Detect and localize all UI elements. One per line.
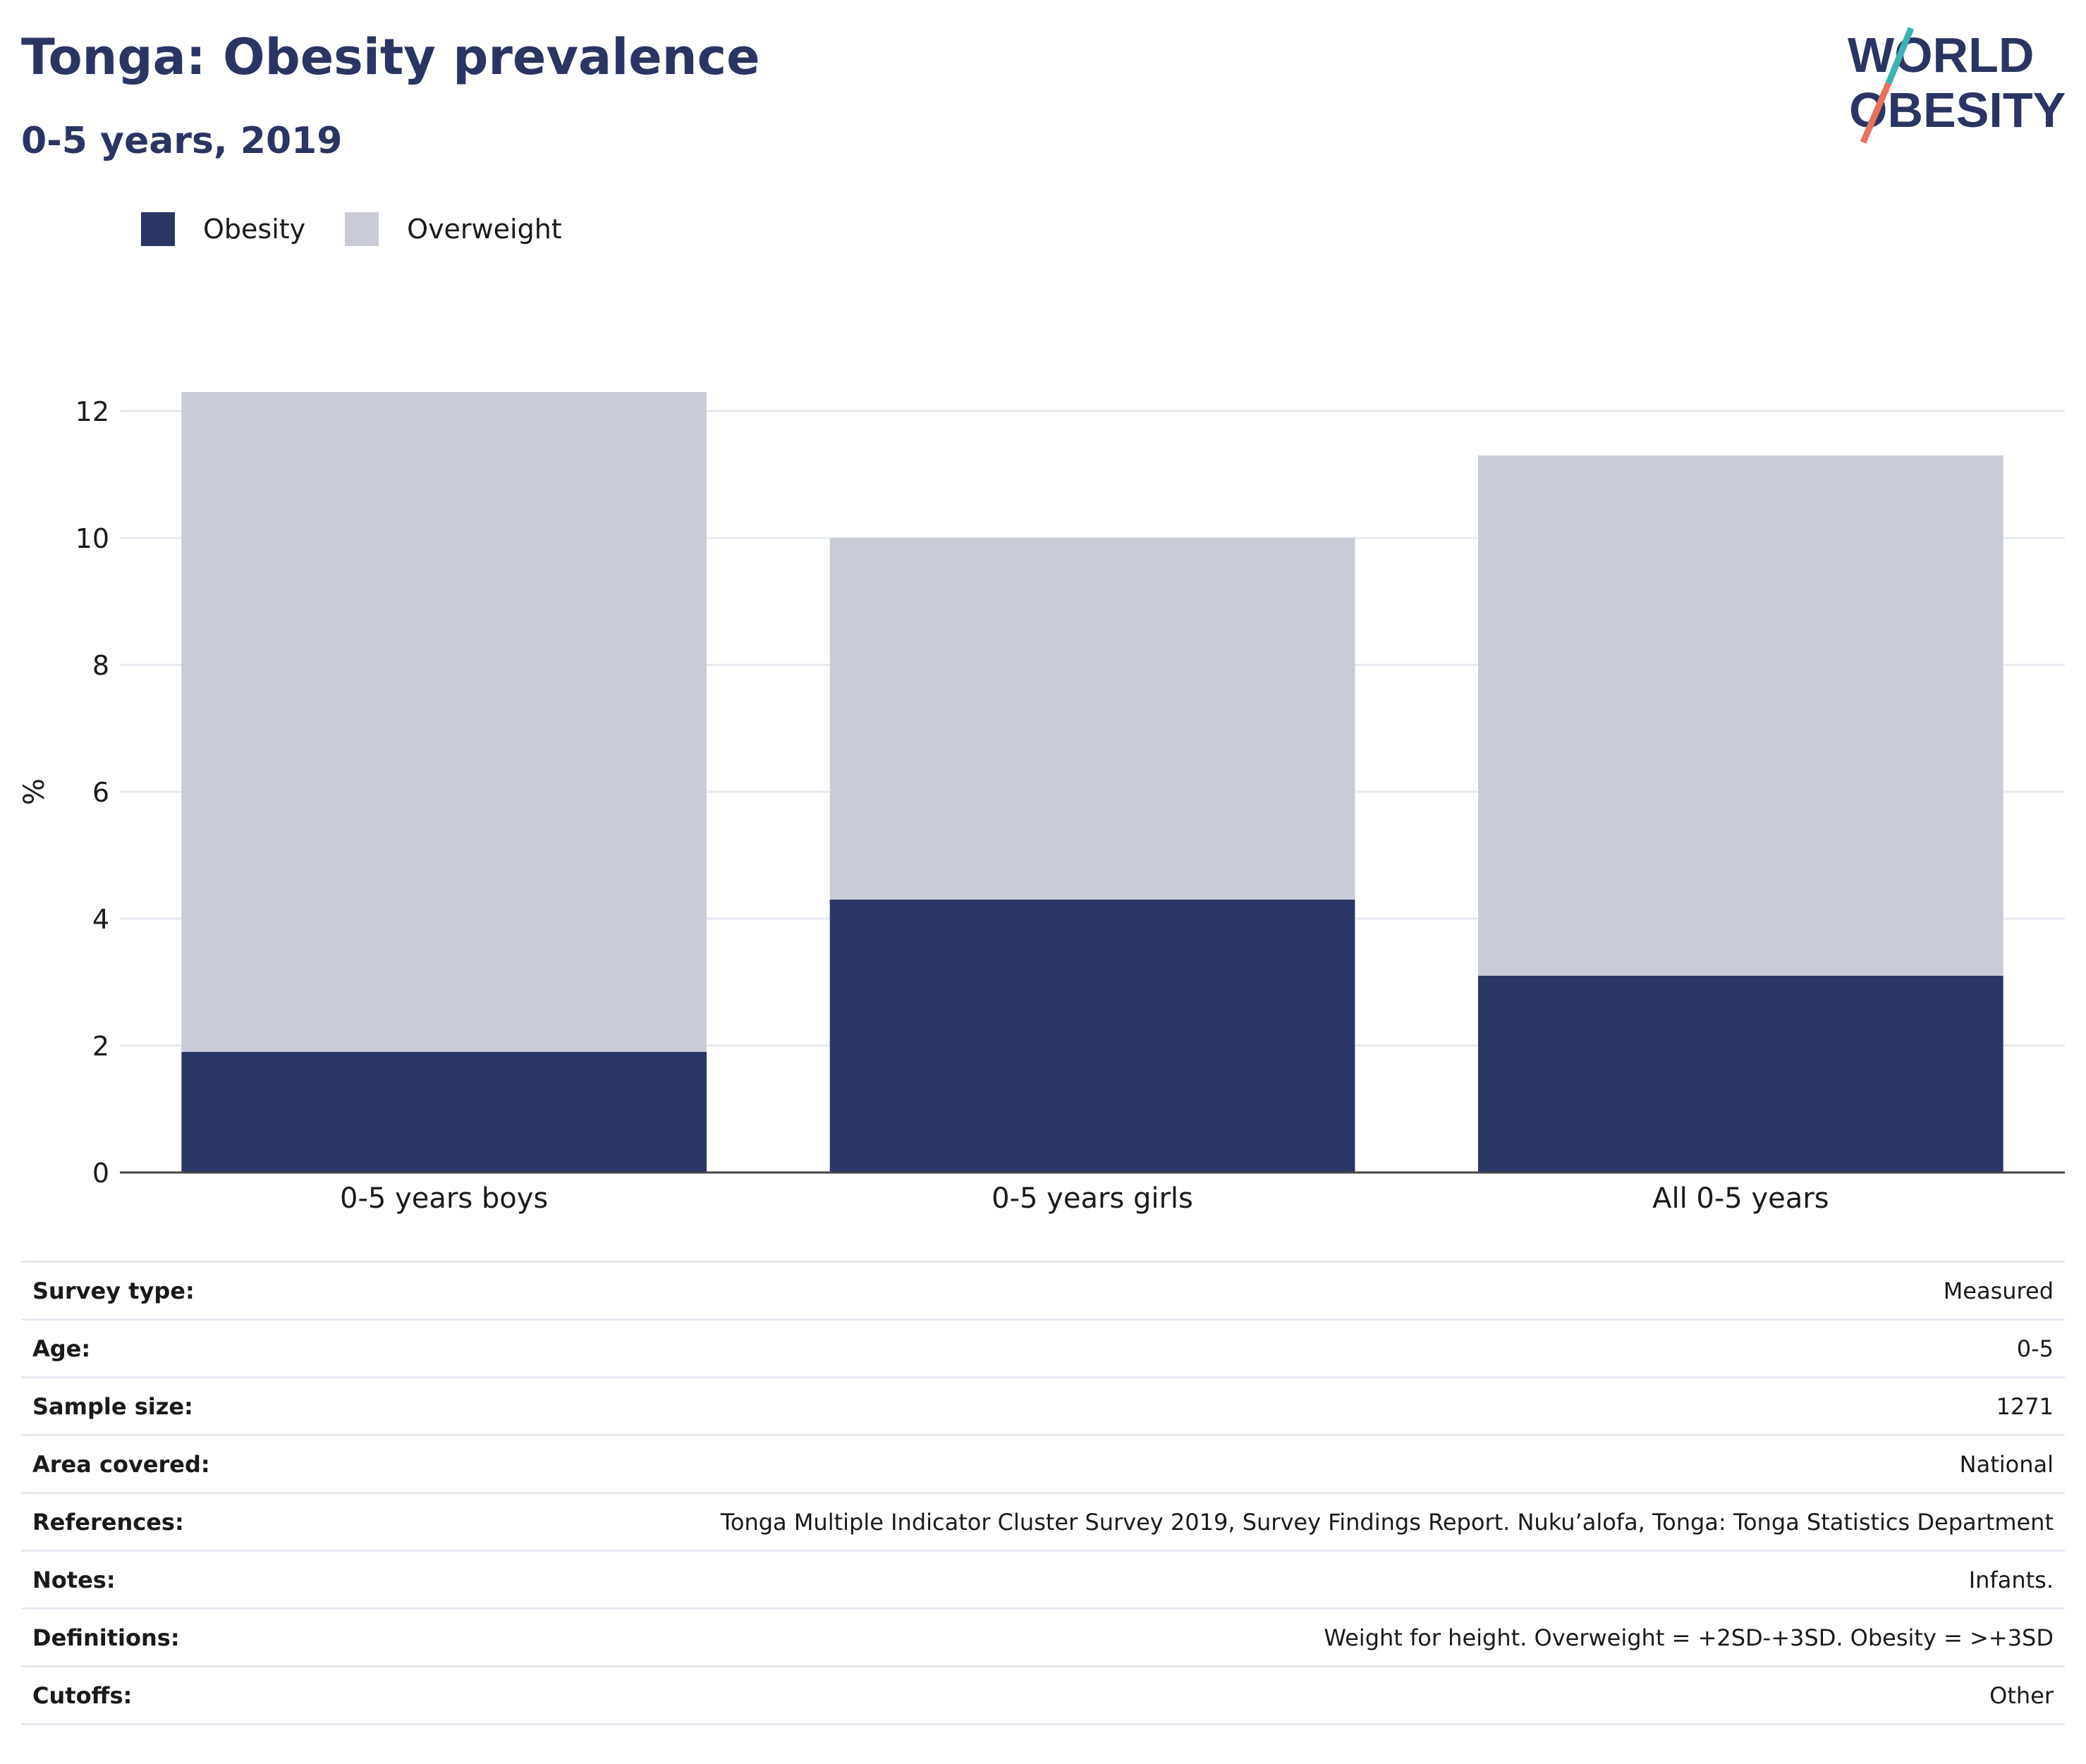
y-tick-label: 0 bbox=[92, 1158, 109, 1189]
table-row: References: Tonga Multiple Indicator Clu… bbox=[21, 1493, 2065, 1551]
y-tick-label: 8 bbox=[92, 650, 109, 681]
chart-legend: Obesity Overweight bbox=[141, 208, 602, 250]
bar-obesity bbox=[181, 1052, 707, 1172]
table-row: Sample size: 1271 bbox=[21, 1378, 2065, 1435]
logo-line1: WORLD bbox=[1848, 27, 2034, 82]
chart-title: Tonga: Obesity prevalence bbox=[21, 28, 760, 86]
y-axis-title: % bbox=[18, 778, 51, 805]
bar-overweight bbox=[1478, 455, 2003, 976]
bar-overweight bbox=[181, 392, 707, 1052]
cutoffs-label: Cutoffs: bbox=[32, 1682, 133, 1709]
table-row: Cutoffs: Other bbox=[21, 1667, 2065, 1725]
survey-type-value: Measured bbox=[1943, 1277, 2054, 1304]
legend-swatch-obesity bbox=[141, 212, 175, 246]
survey-details-table: Survey type: Measured Age: 0-5 Sample si… bbox=[21, 1261, 2065, 1725]
legend-label-overweight: Overweight bbox=[407, 214, 562, 245]
bar-overweight bbox=[829, 538, 1355, 900]
chart-subtitle: 0-5 years, 2019 bbox=[21, 120, 343, 162]
logo-line2: OBESITY bbox=[1849, 82, 2066, 137]
bar-obesity bbox=[829, 900, 1355, 1172]
sample-size-label: Sample size: bbox=[32, 1392, 193, 1420]
age-value: 0-5 bbox=[2016, 1335, 2054, 1362]
y-tick-label: 12 bbox=[75, 396, 109, 427]
bar-obesity bbox=[1478, 976, 2003, 1172]
survey-type-label: Survey type: bbox=[32, 1277, 195, 1304]
x-category-label: All 0-5 years bbox=[1652, 1182, 1829, 1215]
y-tick-label: 4 bbox=[92, 904, 109, 935]
logo-slash-bottom bbox=[1860, 82, 1892, 144]
notes-value: Infants. bbox=[1968, 1566, 2054, 1593]
table-row: Survey type: Measured bbox=[21, 1261, 2065, 1320]
y-tick-label: 2 bbox=[92, 1031, 109, 1062]
area-covered-label: Area covered: bbox=[32, 1450, 210, 1478]
cutoffs-value: Other bbox=[1989, 1682, 2054, 1709]
legend-label-obesity: Obesity bbox=[203, 214, 306, 245]
notes-label: Notes: bbox=[32, 1566, 116, 1593]
definitions-label: Definitions: bbox=[32, 1624, 180, 1651]
table-row: Definitions: Weight for height. Overweig… bbox=[21, 1609, 2065, 1667]
table-row: Notes: Infants. bbox=[21, 1551, 2065, 1609]
logo-slash-top bbox=[1885, 27, 1915, 85]
world-obesity-logo: WORLD OBESITY bbox=[1848, 27, 2066, 144]
table-row: Age: 0-5 bbox=[21, 1320, 2065, 1378]
references-label: References: bbox=[32, 1508, 184, 1536]
y-tick-label: 6 bbox=[92, 777, 109, 808]
x-category-label: 0-5 years girls bbox=[992, 1182, 1193, 1215]
area-covered-value: National bbox=[1959, 1450, 2054, 1478]
table-row: Area covered: National bbox=[21, 1435, 2065, 1493]
sample-size-value: 1271 bbox=[1996, 1392, 2054, 1420]
references-value: Tonga Multiple Indicator Cluster Survey … bbox=[720, 1508, 2054, 1536]
x-category-label: 0-5 years boys bbox=[340, 1182, 548, 1215]
age-label: Age: bbox=[32, 1335, 91, 1362]
legend-swatch-overweight bbox=[345, 212, 379, 246]
legend-item-overweight[interactable]: Overweight bbox=[345, 212, 562, 246]
y-tick-label: 10 bbox=[75, 523, 109, 554]
stacked-bar-chart: 0 2 4 6 8 10 12% 0-5 years boys 0-5 years girls A… bbox=[18, 392, 2065, 1215]
definitions-value: Weight for height. Overweight = +2SD-+3S… bbox=[1324, 1624, 2054, 1651]
legend-item-obesity[interactable]: Obesity bbox=[141, 212, 305, 246]
